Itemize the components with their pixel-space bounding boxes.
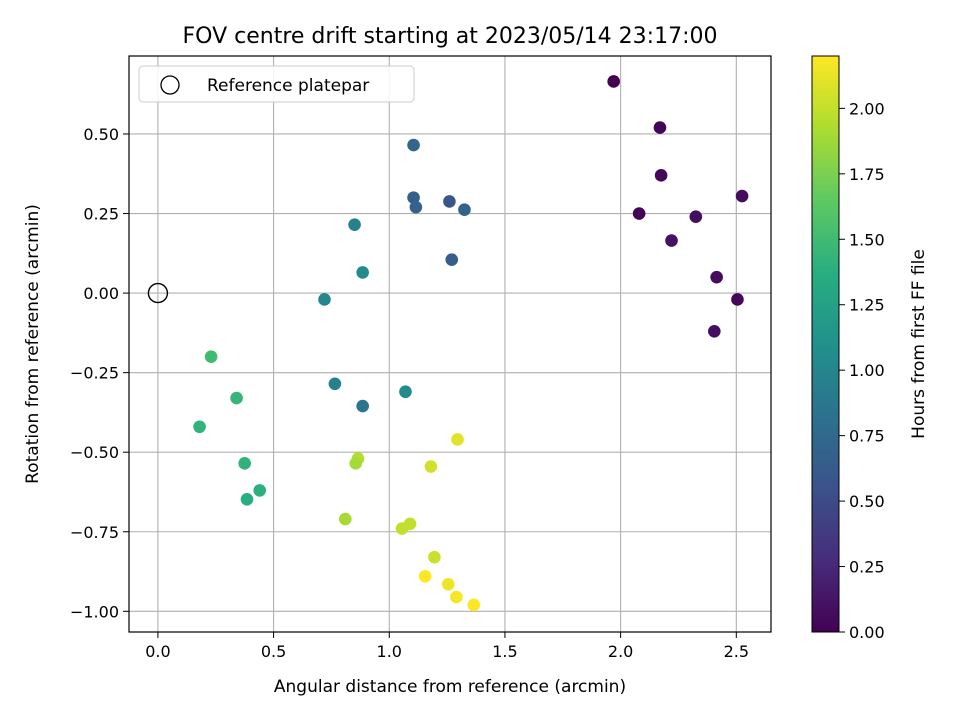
data-point <box>328 377 342 391</box>
data-point <box>735 189 749 203</box>
data-point <box>356 266 369 279</box>
y-tick-label: 0.25 <box>83 205 119 224</box>
data-point <box>204 350 218 364</box>
y-tick-label: −0.75 <box>70 523 119 542</box>
data-point <box>424 460 438 473</box>
y-tick-label: −1.00 <box>70 602 119 621</box>
colorbar-tick-label: 1.75 <box>849 165 885 184</box>
data-point <box>665 234 678 247</box>
legend-box <box>138 65 415 103</box>
data-point <box>428 550 441 564</box>
data-point <box>348 218 361 231</box>
x-tick-label: 0.5 <box>261 642 286 661</box>
data-point <box>708 324 721 338</box>
colorbar-tick-label: 0.50 <box>849 492 885 511</box>
y-axis-ticks: −1.00 −0.75 −0.50 −0.25 0.00 0.25 0.50 <box>70 125 129 621</box>
data-point <box>441 577 455 591</box>
legend-marker <box>160 75 180 95</box>
data-point <box>689 210 703 224</box>
y-axis-label: Rotation from reference (arcmin) <box>23 204 43 484</box>
x-tick-label: 1.5 <box>492 642 517 661</box>
data-point <box>418 570 432 583</box>
colorbar: 0.00 0.25 0.50 0.75 1.00 1.25 1.50 1.75 2.00 Hou… <box>811 55 929 642</box>
colorbar-tick-label: 0.00 <box>849 623 885 642</box>
colorbar-tick-label: 1.50 <box>849 230 885 249</box>
x-tick-label: 0.0 <box>145 642 170 661</box>
data-point <box>607 75 620 88</box>
data-point <box>253 484 267 497</box>
data-point <box>240 492 254 506</box>
data-point <box>458 203 471 217</box>
data-point <box>653 121 667 134</box>
y-tick-label: −0.25 <box>70 364 119 383</box>
colorbar-tick-label: 1.25 <box>849 296 885 315</box>
legend-label: Reference platepar <box>207 76 369 96</box>
colorbar-tick-label: 0.75 <box>849 427 885 446</box>
data-point <box>710 270 723 284</box>
data-point <box>467 598 481 612</box>
x-axis-label: Angular distance from reference (arcmin) <box>274 677 626 697</box>
data-point <box>451 433 464 446</box>
plot-frame <box>128 55 772 633</box>
data-point <box>409 200 423 214</box>
x-tick-label: 2.5 <box>724 642 749 661</box>
colorbar-bar <box>811 55 840 633</box>
colorbar-ticks: 0.00 0.25 0.50 0.75 1.00 1.25 1.50 1.75 2.00 <box>839 99 885 642</box>
data-point <box>230 391 243 405</box>
data-point <box>395 522 409 535</box>
data-point <box>407 138 420 152</box>
data-point <box>193 420 206 434</box>
data-point <box>445 253 459 266</box>
x-axis-ticks: 0.0 0.5 1.0 1.5 2.0 2.5 <box>145 632 749 661</box>
data-point <box>339 512 352 526</box>
data-point <box>654 169 668 182</box>
data-point <box>407 191 420 204</box>
x-tick-label: 1.0 <box>377 642 402 661</box>
colorbar-tick-label: 0.25 <box>849 558 885 577</box>
data-point <box>399 385 412 399</box>
data-point <box>349 457 363 470</box>
colorbar-tick-label: 1.00 <box>849 361 885 380</box>
colorbar-label: Hours from first FF file <box>909 249 929 439</box>
data-point <box>632 207 646 220</box>
data-point <box>318 293 331 306</box>
data-point <box>238 457 251 470</box>
data-point <box>450 590 463 604</box>
data-points <box>147 75 749 612</box>
data-point <box>731 293 744 306</box>
colorbar-tick-label: 2.00 <box>849 99 885 118</box>
reference-platepar-marker <box>147 282 169 304</box>
x-tick-label: 2.0 <box>608 642 633 661</box>
legend: Reference platepar <box>138 65 415 103</box>
data-point <box>356 399 369 413</box>
data-point <box>443 195 456 208</box>
chart-title: FOV centre drift starting at 2023/05/14 … <box>183 24 718 49</box>
y-tick-label: −0.50 <box>70 443 119 462</box>
y-tick-label: 0.00 <box>83 284 119 303</box>
y-tick-label: 0.50 <box>83 125 119 144</box>
grid <box>129 56 771 632</box>
